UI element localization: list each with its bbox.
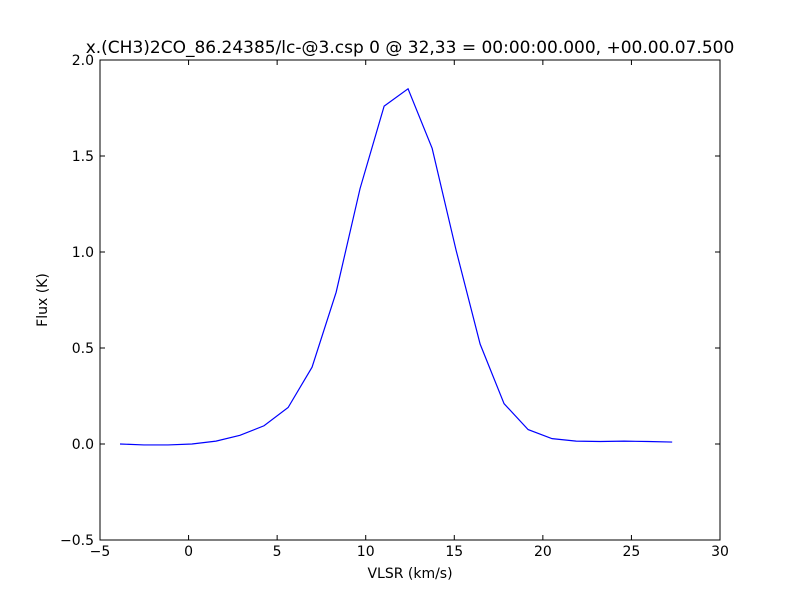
- x-tick-label: 0: [184, 544, 193, 560]
- y-tick-label: 0.0: [72, 437, 94, 453]
- x-tick-label: 20: [534, 544, 552, 560]
- x-tick-label: 25: [623, 544, 641, 560]
- y-tick-label: 1.0: [72, 245, 94, 261]
- x-tick-label: −5: [90, 544, 111, 560]
- x-tick-label: 10: [357, 544, 375, 560]
- data-line: [119, 87, 673, 446]
- y-axis-label: Flux (K): [35, 273, 51, 327]
- x-tick-label: 30: [711, 544, 729, 560]
- plot-frame: [99, 59, 721, 541]
- y-tick-label: 1.5: [72, 149, 94, 165]
- x-tick-label: 15: [445, 544, 463, 560]
- y-tick-label: 2.0: [72, 53, 94, 69]
- y-tick-label: −0.5: [60, 533, 94, 549]
- x-axis-label: VLSR (km/s): [367, 566, 452, 582]
- y-tick-label: 0.5: [72, 341, 94, 357]
- x-tick-label: 5: [273, 544, 282, 560]
- chart-title: x.(CH3)2CO_86.24385/lc-@3.csp 0 @ 32,33 …: [86, 38, 735, 58]
